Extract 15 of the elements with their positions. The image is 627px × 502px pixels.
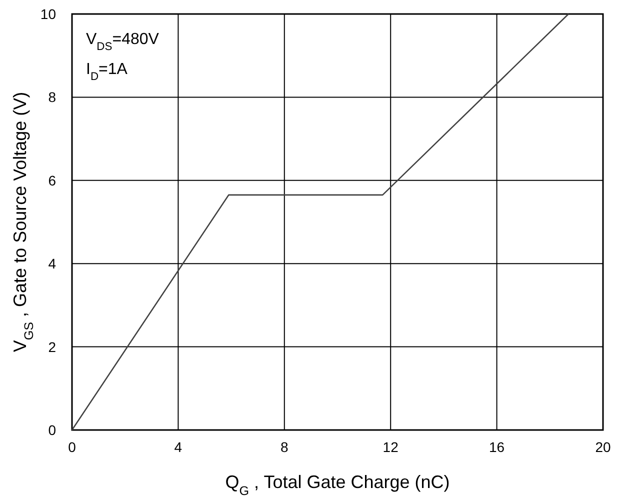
x-tick-label: 0 xyxy=(68,439,76,455)
y-tick-label: 8 xyxy=(48,89,56,106)
y-tick-label: 6 xyxy=(48,172,56,188)
x-tick-label: 16 xyxy=(489,439,505,455)
y-tick-label: 4 xyxy=(48,256,56,272)
x-tick-label: 12 xyxy=(382,439,399,455)
y-tick-label: 2 xyxy=(48,338,56,355)
annotation: V$_{DS}$=480V xyxy=(86,31,160,53)
x-tick-label: 20 xyxy=(595,439,611,455)
y-tick-label: 0 xyxy=(48,422,56,438)
y-tick-label: 10 xyxy=(40,6,56,22)
annotation: I$_{D}$=1A xyxy=(86,61,128,83)
x-axis-title: Q$_{G}$ , Total Gate Charge (nC) xyxy=(225,472,450,498)
x-tick-label: 4 xyxy=(174,439,182,455)
x-tick-label: 8 xyxy=(280,439,288,455)
